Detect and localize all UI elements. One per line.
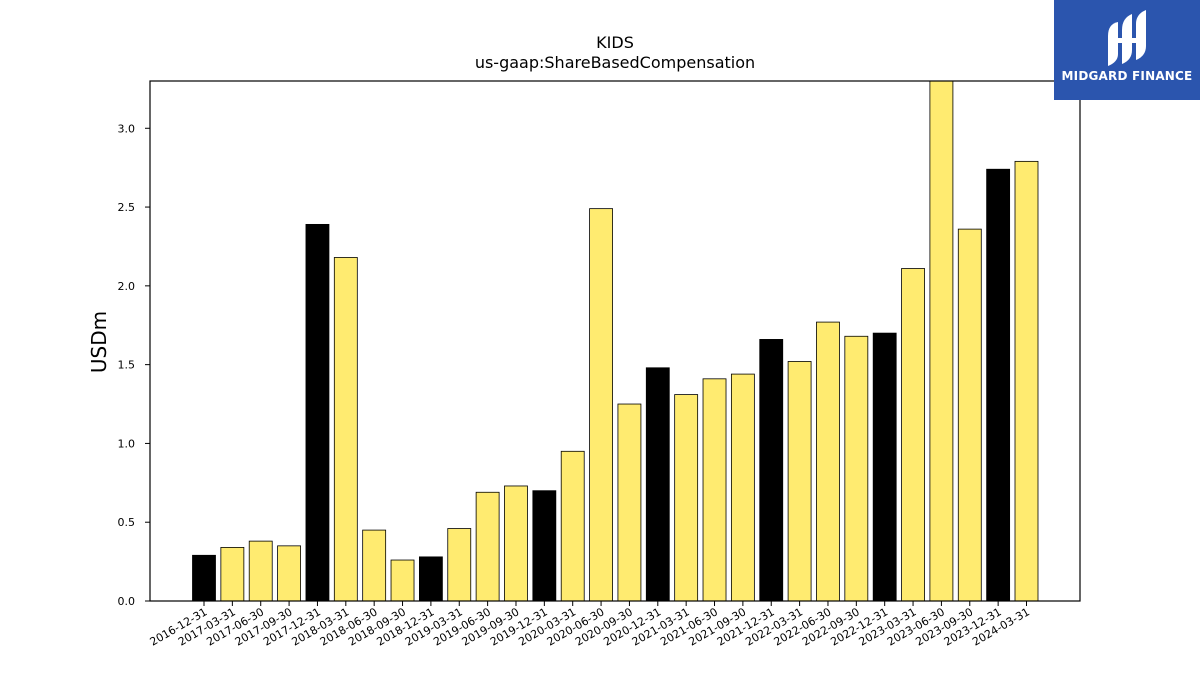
bar-2022-09-30 (844, 335, 869, 602)
bar-2021-06-30 (702, 378, 727, 602)
chart-title: KIDS (596, 33, 634, 52)
midgard-finance-logo: MIDGARD FINANCE (1054, 0, 1200, 100)
x-axis-ticks: 2016-12-312017-03-312017-06-302017-09-30… (148, 601, 1032, 649)
y-tick-label: 2.5 (118, 201, 136, 214)
bar-2016-12-31 (192, 554, 216, 602)
y-tick-label: 2.0 (118, 280, 136, 293)
bar-2020-06-30 (589, 208, 613, 602)
bar-2021-03-31 (674, 394, 699, 602)
bar-2018-06-30 (362, 529, 387, 602)
y-tick-label: 1.5 (118, 359, 136, 372)
bar-2024-03-31 (1014, 160, 1039, 602)
bar-2018-09-30 (390, 559, 415, 602)
bar-2020-12-31 (645, 367, 670, 602)
y-tick-label: 1.0 (118, 437, 136, 450)
y-axis-ticks: 0.0 0.5 1.0 1.5 2.0 2.5 3.0 (118, 122, 150, 608)
bar-2019-03-31 (447, 528, 472, 602)
bar-2021-12-31 (759, 339, 784, 602)
y-tick-label: 0.0 (118, 595, 136, 608)
midgard-logo-icon (1108, 10, 1146, 66)
y-axis-label: USDm (87, 311, 111, 373)
bar-2018-03-31 (333, 257, 358, 602)
bar-2019-06-30 (475, 491, 500, 602)
brand-name: MIDGARD FINANCE (1061, 69, 1193, 83)
bar-2022-03-31 (787, 361, 812, 602)
bar-2023-09-30 (957, 228, 982, 602)
y-tick-label: 3.0 (118, 122, 136, 135)
bar-2018-12-31 (418, 556, 443, 602)
bar-2019-12-31 (532, 490, 557, 602)
bar-2017-06-30 (248, 540, 273, 602)
plot-area-frame (149, 80, 1081, 602)
bar-2019-09-30 (504, 485, 528, 602)
bar-2023-12-31 (986, 168, 1011, 602)
bar-2017-12-31 (305, 223, 330, 602)
bar-2022-12-31 (872, 332, 897, 602)
bar-2017-03-31 (220, 547, 245, 602)
chart-subtitle: us-gaap:ShareBasedCompensation (475, 53, 755, 72)
bar-2021-09-30 (730, 373, 755, 602)
bar-2017-09-30 (277, 545, 301, 602)
y-tick-label: 0.5 (118, 516, 136, 529)
bar-2023-03-31 (901, 268, 925, 602)
bar-2020-09-30 (617, 403, 642, 602)
bar-2020-03-31 (560, 450, 585, 602)
bar-2022-06-30 (816, 321, 840, 602)
bar-2023-06-30 (929, 80, 954, 602)
bars-layer (192, 80, 1039, 602)
